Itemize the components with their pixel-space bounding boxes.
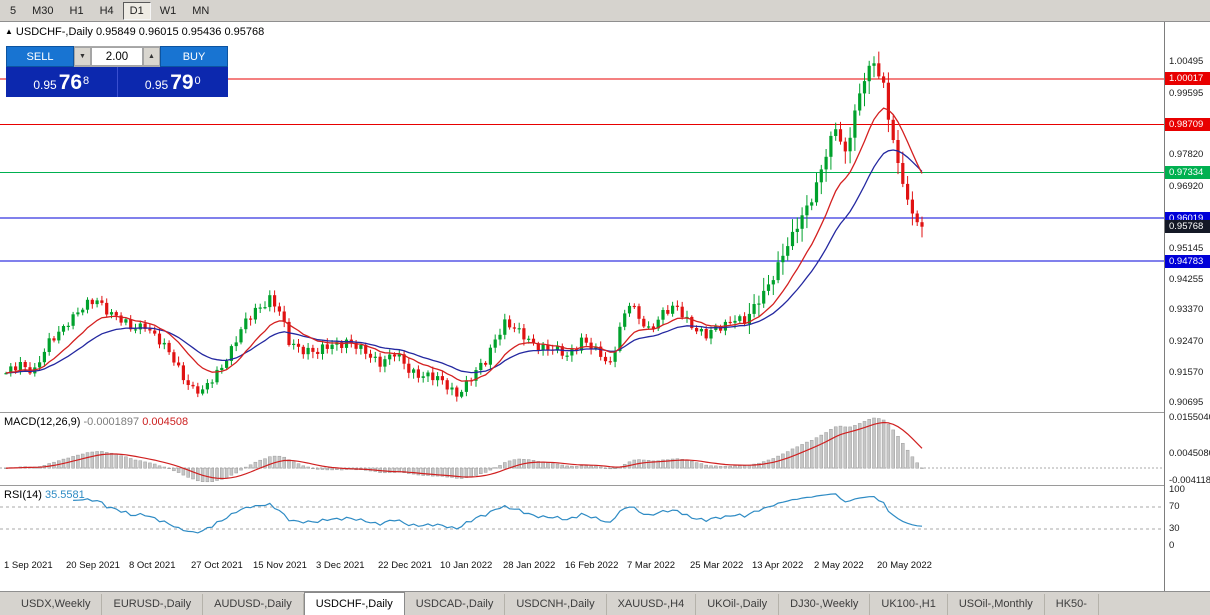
price-level-badge: 0.94783 (1165, 255, 1210, 268)
timeframe-mn[interactable]: MN (192, 4, 210, 17)
timeframe-toolbar: 5 M30 H1 H4 D1 W1 MN (0, 0, 1210, 22)
axis-label: 70 (1169, 501, 1180, 512)
axis-label: 0.96920 (1169, 181, 1204, 192)
axis-label: 0.97820 (1169, 149, 1204, 160)
chart-tab-usdx-weekly[interactable]: USDX,Weekly (10, 594, 103, 615)
timeframe-w1[interactable]: W1 (159, 4, 177, 17)
macd-pane[interactable]: MACD(12,26,9) -0.0001897 0.004508 (0, 413, 1164, 485)
axis-label: 0.0045080 (1169, 448, 1210, 459)
date-label: 25 Mar 2022 (690, 560, 744, 571)
sell-price[interactable]: 0.95 76 8 (6, 67, 118, 97)
axis-label: 0.93370 (1169, 304, 1204, 315)
date-label: 28 Jan 2022 (503, 560, 556, 571)
axis-label: 0.91570 (1169, 367, 1204, 378)
axis-label: 0.92470 (1169, 336, 1204, 347)
buy-button[interactable]: BUY (160, 46, 228, 67)
chart-symbol-label: USDCHF-,Daily (15, 26, 93, 38)
chart-tab-xauusd-h4[interactable]: XAUUSD-,H4 (607, 594, 697, 615)
chart-tab-ukoil-daily[interactable]: UKOil-,Daily (696, 594, 780, 615)
axis-label: 0.94255 (1169, 274, 1204, 285)
chart-tab-eurusd-daily[interactable]: EURUSD-,Daily (102, 594, 204, 615)
axis-label: 1.00495 (1169, 56, 1204, 67)
buy-price[interactable]: 0.95 79 0 (117, 67, 228, 97)
pane-separator[interactable] (0, 412, 1210, 413)
timeframe-d1[interactable]: D1 (122, 1, 151, 20)
chart-tabs: USDX,Weekly EURUSD-,Daily AUDUSD-,Daily USD… (0, 591, 1210, 615)
date-label: 27 Oct 2021 (191, 560, 243, 571)
date-label: 7 Mar 2022 (627, 560, 676, 571)
collapse-icon[interactable]: ▲ (5, 27, 13, 36)
price-axis[interactable]: 1.00495 0.99595 0.97820 0.96920 0.95145 0.942… (1164, 22, 1210, 591)
timeframe-5[interactable]: 5 (10, 4, 17, 17)
axis-label: 0.99595 (1169, 88, 1204, 99)
date-label: 13 Apr 2022 (752, 560, 804, 571)
chart-tab-usdcnh-daily[interactable]: USDCNH-,Daily (505, 594, 607, 615)
macd-title: MACD(12,26,9) -0.0001897 0.004508 (4, 416, 189, 428)
volume-increase-button[interactable]: ▲ (143, 47, 160, 66)
chart-tab-audusd-daily[interactable]: AUDUSD-,Daily (203, 594, 304, 615)
sell-button[interactable]: SELL (6, 46, 74, 67)
axis-label: 0 (1169, 540, 1175, 551)
chart-title: ▲ USDCHF-,Daily 0.95849 0.96015 0.95436 0… (5, 26, 264, 38)
rsi-pane[interactable]: RSI(14) 35.5581 (0, 486, 1164, 552)
date-label: 8 Oct 2021 (129, 560, 176, 571)
volume-input[interactable]: 2.00 (91, 47, 143, 66)
chart-tab-usdchf-daily[interactable]: USDCHF-,Daily (303, 592, 405, 615)
chart-tab-hk50-[interactable]: HK50- (1045, 594, 1099, 615)
date-label: 1 Sep 2021 (4, 560, 53, 571)
date-label: 3 Dec 2021 (316, 560, 365, 571)
timeframe-m30[interactable]: M30 (32, 4, 54, 17)
date-label: 15 Nov 2021 (253, 560, 307, 571)
volume-decrease-button[interactable]: ▼ (74, 47, 91, 66)
axis-label: -0.0041180 (1169, 475, 1210, 486)
pane-separator[interactable] (0, 485, 1210, 486)
price-level-badge: 1.00017 (1165, 72, 1210, 85)
rsi-title: RSI(14) 35.5581 (4, 489, 85, 501)
price-level-badge: 0.98709 (1165, 118, 1210, 131)
chart-tab-dj30-weekly[interactable]: DJ30-,Weekly (779, 594, 871, 615)
date-label: 10 Jan 2022 (440, 560, 493, 571)
chart-window: ▲ USDCHF-,Daily 0.95849 0.96015 0.95436 0… (0, 22, 1210, 591)
axis-label: 30 (1169, 523, 1180, 534)
date-label: 20 Sep 2021 (66, 560, 120, 571)
chart-tab-usoil-monthly[interactable]: USOil-,Monthly (948, 594, 1045, 615)
timeframe-h1[interactable]: H1 (69, 4, 84, 17)
axis-label: 0.95145 (1169, 243, 1204, 254)
chart-tab-usdcad-daily[interactable]: USDCAD-,Daily (405, 594, 506, 615)
spin-down-icon: ▼ (79, 53, 86, 60)
chart-ohlc-values: 0.95849 0.96015 0.95436 0.95768 (95, 26, 265, 38)
axis-label: 100 (1169, 484, 1185, 495)
price-chart[interactable]: ▲ USDCHF-,Daily 0.95849 0.96015 0.95436 0… (0, 22, 1164, 412)
timeframe-h4[interactable]: H4 (99, 4, 114, 17)
date-label: 2 May 2022 (814, 560, 864, 571)
one-click-trading-panel: SELL ▼ 2.00 ▲ BUY 0.95 76 8 0.95 79 0 (6, 46, 228, 97)
date-label: 20 May 2022 (877, 560, 932, 571)
chart-tab-uk100-h1[interactable]: UK100-,H1 (870, 594, 948, 615)
date-label: 22 Dec 2021 (378, 560, 432, 571)
date-label: 16 Feb 2022 (565, 560, 619, 571)
volume-control: ▼ 2.00 ▲ (74, 46, 160, 67)
price-level-badge: 0.97334 (1165, 166, 1210, 179)
axis-label: 0.0155040 (1169, 412, 1210, 423)
spin-up-icon: ▲ (148, 53, 155, 60)
time-axis[interactable]: 1 Sep 2021 20 Sep 2021 8 Oct 2021 27 Oct 20… (0, 552, 1164, 591)
price-level-badge: 0.95768 (1165, 220, 1210, 233)
axis-label: 0.90695 (1169, 397, 1204, 408)
